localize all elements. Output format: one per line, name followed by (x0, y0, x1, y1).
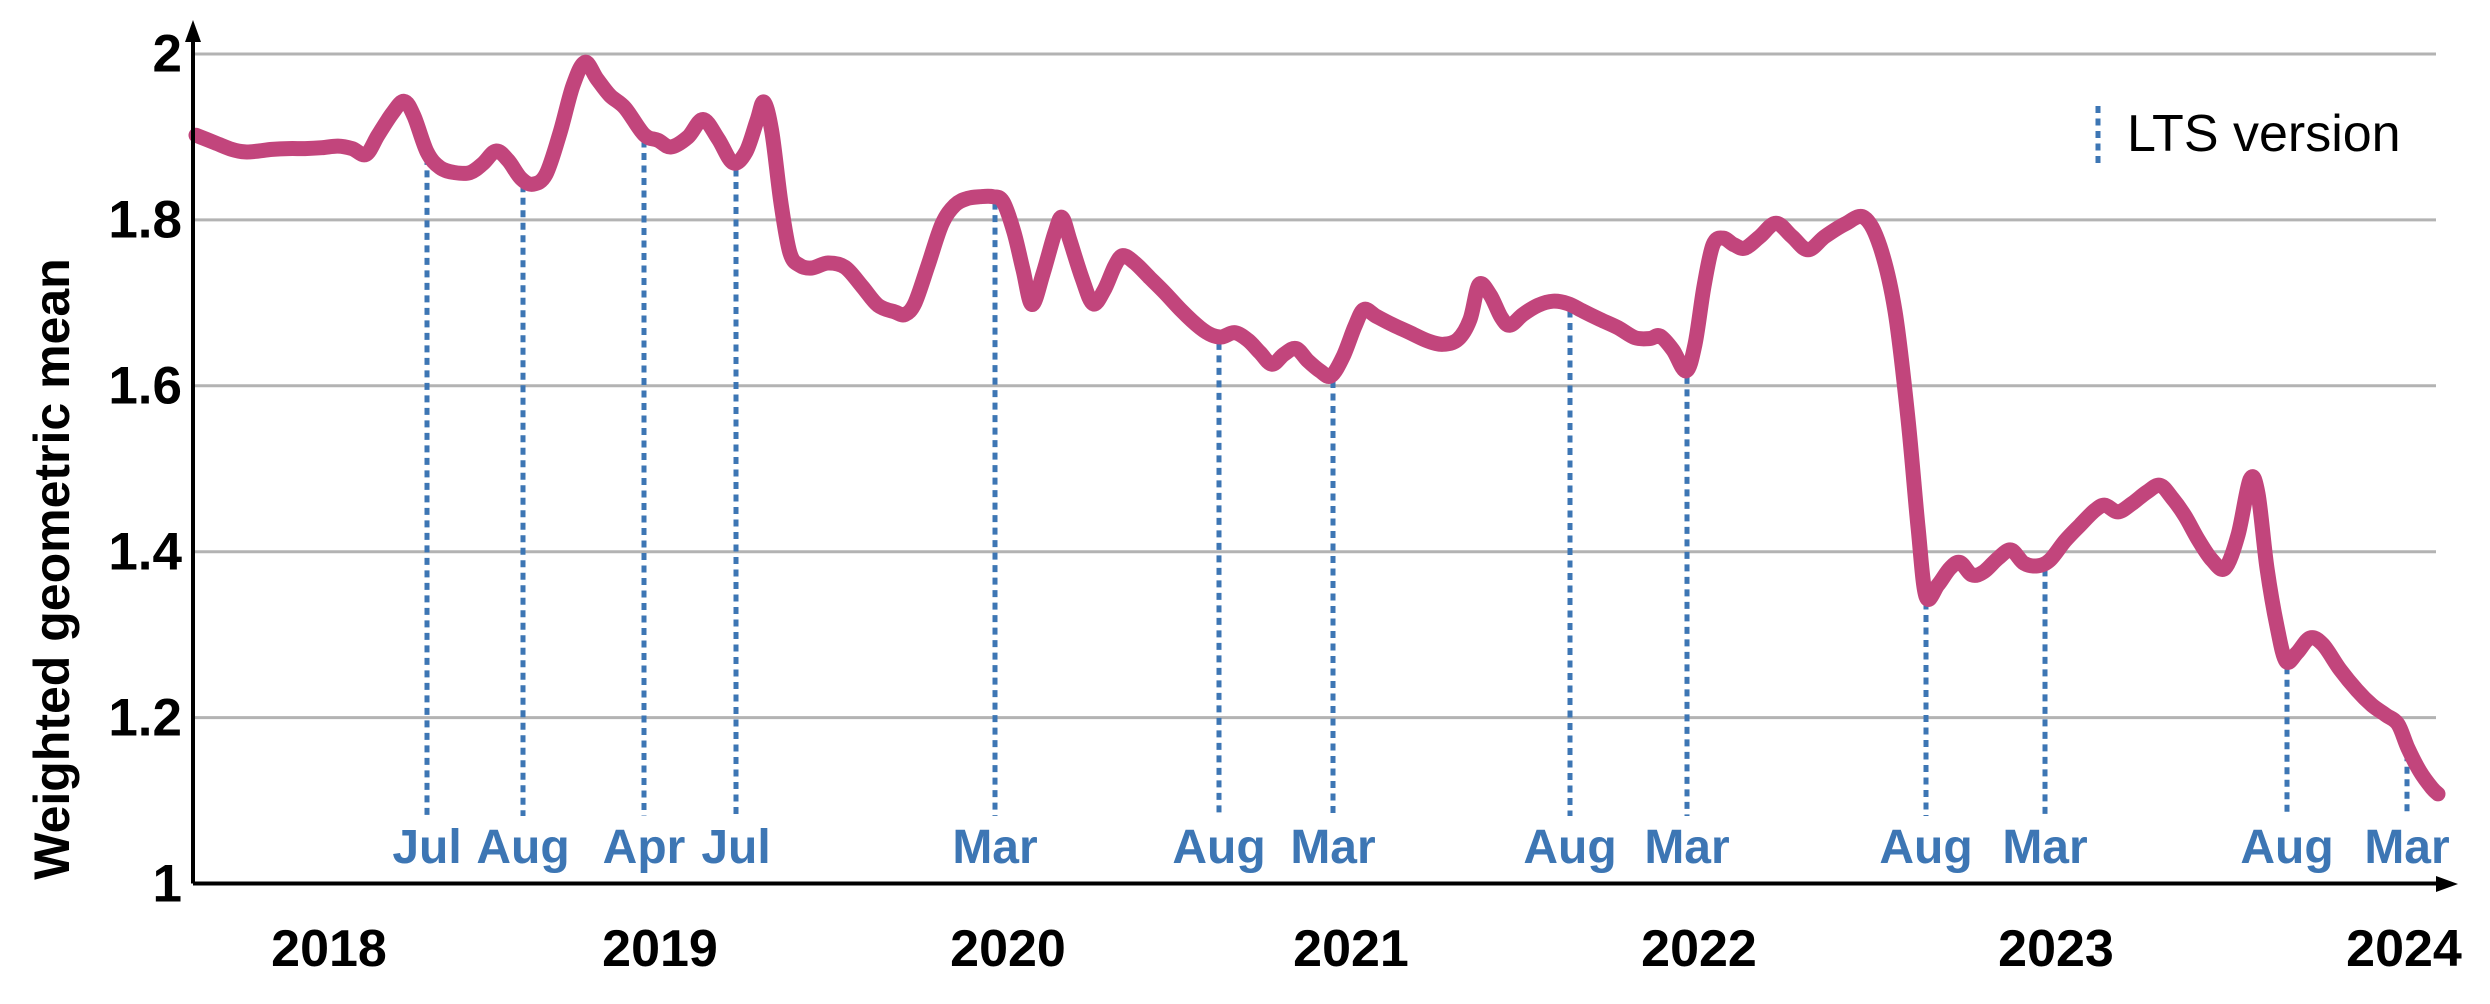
legend-label: LTS version (2127, 105, 2401, 163)
lts-month-label: Jul (701, 821, 771, 874)
lts-month-label: Mar (2002, 821, 2088, 874)
lts-month-label: Mar (1644, 821, 1730, 874)
lts-month-label: Mar (2364, 821, 2450, 874)
x-tick-label: 2020 (950, 920, 1066, 978)
gridlines (195, 52, 2436, 720)
trend-line-group (188, 54, 2446, 802)
lts-month-label: Aug (1172, 821, 1266, 874)
x-tick-label: 2022 (1641, 920, 1757, 978)
y-tick-label: 1.4 (108, 522, 182, 582)
lts-month-label: Mar (1290, 821, 1376, 874)
x-tick-label: 2019 (602, 920, 718, 978)
lts-month-label: Aug (476, 821, 570, 874)
y-tick-label: 1.6 (108, 356, 182, 416)
x-axis-arrow-icon (2436, 876, 2458, 892)
y-tick-label: 1.2 (108, 688, 182, 748)
lts-month-label: Apr (602, 821, 686, 874)
x-tick-label: 2018 (271, 920, 387, 978)
x-tick-label: 2021 (1293, 920, 1409, 978)
x-tick-label: 2024 (2346, 920, 2462, 978)
trend-line (188, 54, 2446, 802)
y-tick-label: 2 (152, 24, 182, 84)
lts-month-label: Aug (1523, 821, 1617, 874)
lts-month-label: Jul (392, 821, 462, 874)
x-tick-label: 2023 (1998, 920, 2114, 978)
y-axis-arrow-icon (185, 20, 201, 42)
y-tick-label: 1.8 (108, 190, 182, 250)
lts-month-label: Mar (952, 821, 1038, 874)
lts-marker-lines (424, 140, 2410, 816)
lts-month-label: Aug (2240, 821, 2334, 874)
y-tick-label: 1 (152, 854, 182, 913)
axes (185, 20, 2458, 892)
lts-month-label: Aug (1879, 821, 1973, 874)
